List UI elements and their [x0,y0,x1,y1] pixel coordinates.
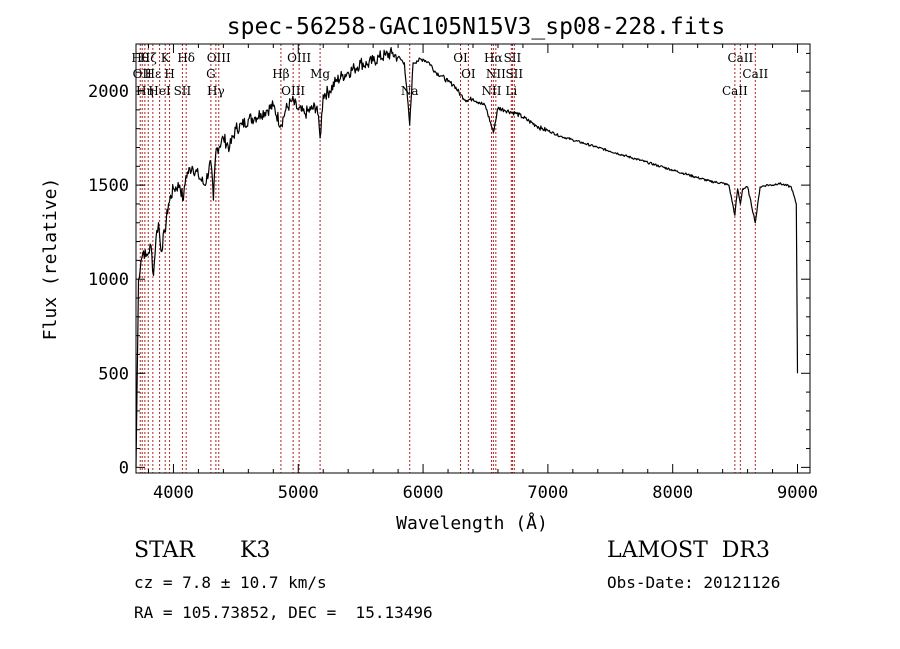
marker-label-1: OII [133,67,153,81]
y-tick-label-4: 2000 [88,82,129,102]
spectral-line-labels: HθOIIHηHζHεHeIKHSIIHδGHγOIIIHβOIIIOIIIMg… [131,51,768,98]
marker-label-15: OIII [287,51,311,65]
marker-label-27: CaII [727,51,753,65]
marker-label-14: OIII [281,84,305,98]
marker-label-16: Mg [310,67,330,81]
y-axis-label: Flux (relative) [40,178,61,341]
y-tick-label-2: 1000 [88,270,129,290]
marker-label-13: Hβ [272,67,289,81]
marker-label-3: Hζ [140,51,157,65]
marker-label-21: Hα [484,51,503,65]
marker-label-18: OI [453,51,468,65]
x-tick-label-2: 6000 [403,483,444,503]
marker-label-12: OIII [207,51,231,65]
observation-date: Obs-Date: 20121126 [607,573,781,592]
y-tick-label-3: 1500 [88,176,129,196]
x-tick-label-1: 5000 [278,483,319,503]
coordinates-readout: RA = 105.73852, DEC = 15.13496 [134,603,433,622]
marker-label-7: H [164,67,174,81]
y-tick-label-0: 0 [119,458,129,478]
marker-label-24: SII [504,51,522,65]
marker-label-28: CaII [742,67,768,81]
y-tick-label-1: 500 [98,364,129,384]
marker-label-9: Hδ [177,51,195,65]
x-tick-label-0: 4000 [153,483,194,503]
x-axis-label: Wavelength (Å) [396,512,548,534]
y-axis-ticks: 0 500 1000 1500 2000 [88,52,810,478]
marker-label-23: Li [505,84,517,98]
spectral-subclass: K3 [240,538,271,563]
spectral-line-markers [139,44,756,473]
flux-series-line [135,46,799,468]
x-tick-label-5: 9000 [777,483,818,503]
marker-label-6: K [161,51,171,65]
marker-label-5: HeI [148,84,171,98]
x-axis-ticks: 4000 5000 6000 7000 8000 9000 [147,44,818,503]
marker-label-11: Hγ [207,84,225,98]
chart-title: spec-56258-GAC105N15V3_sp08-228.fits [227,14,726,40]
marker-label-4: Hε [145,67,162,81]
marker-label-25: SII [505,67,523,81]
marker-label-22: NII [486,67,506,81]
marker-label-26: CaII [722,84,748,98]
marker-label-20: NII [481,84,501,98]
marker-label-19: OI [461,67,476,81]
object-class: STAR [134,538,195,563]
survey-label: LAMOST DR3 [607,538,770,563]
marker-label-8: SII [174,84,192,98]
plot-frame [135,43,811,474]
marker-label-10: G [206,67,216,81]
x-tick-label-3: 7000 [527,483,568,503]
redshift-readout: cz = 7.8 ± 10.7 km/s [134,573,327,592]
marker-label-17: Na [401,84,419,98]
x-tick-label-4: 8000 [652,483,693,503]
